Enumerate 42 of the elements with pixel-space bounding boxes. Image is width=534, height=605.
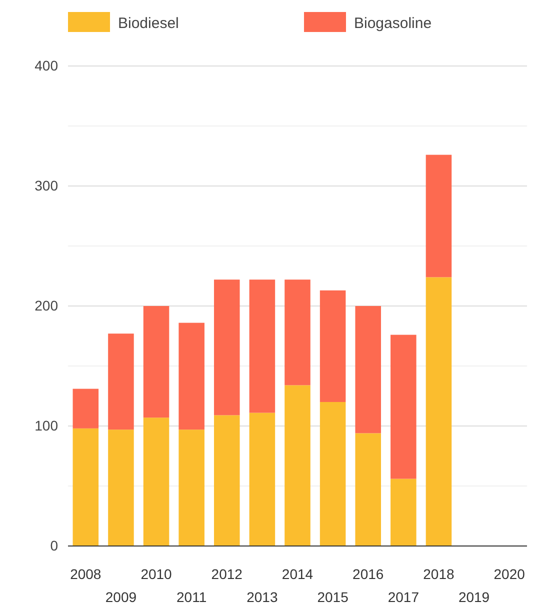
- bar: [178, 430, 204, 546]
- x-tick-label: 2011: [176, 589, 207, 605]
- bar: [355, 306, 382, 434]
- y-tick-label: 200: [34, 297, 58, 314]
- x-tick-label: 2019: [458, 589, 490, 605]
- bar: [249, 412, 276, 546]
- bar: [355, 433, 382, 546]
- x-tick-label: 2014: [282, 566, 314, 582]
- bar: [143, 418, 170, 546]
- bar: [284, 385, 310, 546]
- legend-label: Biodiesel: [118, 15, 179, 32]
- x-tick-label: 2015: [317, 589, 349, 605]
- x-tick-label: 2010: [140, 566, 172, 582]
- bar: [390, 478, 416, 546]
- bar: [72, 388, 99, 428]
- x-tick-label: 2008: [70, 566, 102, 582]
- bar: [249, 280, 276, 413]
- y-tick-label: 0: [50, 537, 58, 554]
- x-tick-label: 2018: [423, 566, 455, 582]
- bar: [320, 290, 346, 402]
- bar: [214, 280, 240, 416]
- bar: [426, 154, 452, 278]
- x-tick-label: 2009: [105, 589, 137, 605]
- x-tick-label: 2016: [352, 566, 384, 582]
- legend-label: Biogasoline: [354, 15, 432, 32]
- bar: [143, 306, 170, 418]
- bar: [72, 428, 99, 546]
- bar: [320, 402, 346, 546]
- bar: [178, 322, 204, 430]
- y-tick-label: 400: [34, 57, 58, 74]
- x-tick-label: 2020: [494, 566, 526, 582]
- bar: [108, 334, 134, 430]
- bar: [108, 430, 134, 546]
- x-tick-label: 2013: [246, 589, 278, 605]
- bar: [426, 277, 452, 546]
- bar: [214, 415, 240, 546]
- bar: [390, 334, 416, 479]
- y-tick-label: 300: [34, 177, 58, 194]
- bar: [284, 280, 310, 386]
- x-tick-label: 2012: [211, 566, 243, 582]
- x-tick-label: 2017: [388, 589, 420, 605]
- y-tick-label: 100: [34, 417, 58, 434]
